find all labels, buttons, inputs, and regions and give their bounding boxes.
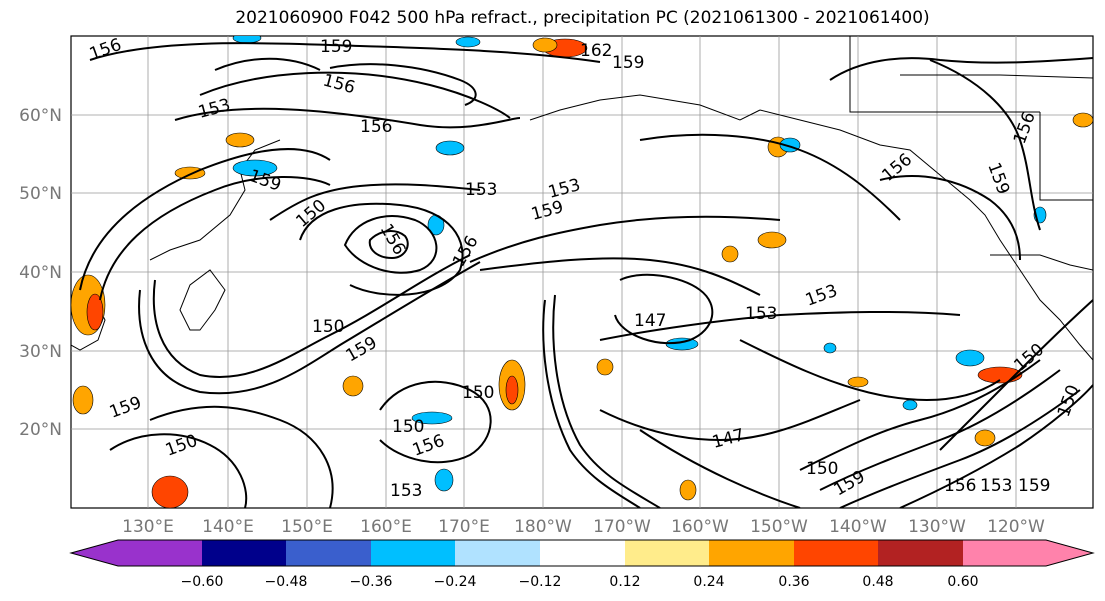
colorbar-segment xyxy=(794,540,878,566)
colorbar-tick: 0.12 xyxy=(609,574,640,590)
contour-label: 150 xyxy=(312,317,344,337)
colorbar-segment xyxy=(709,540,794,566)
longitude-labels: 130°E 140°E 150°E 160°E 170°E 180°W 170°… xyxy=(122,517,1045,537)
contour-label: 162 xyxy=(580,41,612,61)
lon-label: 140°W xyxy=(829,517,887,537)
lon-label: 180°W xyxy=(514,517,572,537)
contour-label: 147 xyxy=(634,311,666,331)
colorbar-segment xyxy=(625,540,709,566)
colorbar-segments xyxy=(71,540,1093,566)
gridlines xyxy=(71,36,1093,508)
colorbar-segment xyxy=(286,540,371,566)
colorbar-segment xyxy=(118,540,202,566)
lon-label: 160°E xyxy=(360,517,412,537)
colorbar-outline xyxy=(69,539,1095,567)
colorbar-ticks: −0.60 −0.48 −0.36 −0.24 −0.12 0.12 0.24 … xyxy=(181,574,979,590)
lon-label: 160°W xyxy=(671,517,729,537)
colorbar-segment xyxy=(455,540,540,566)
colorbar-extend-high xyxy=(1046,540,1093,566)
lon-label: 170°E xyxy=(438,517,490,537)
lon-label: 120°W xyxy=(987,517,1045,537)
lat-label: 60°N xyxy=(19,106,62,126)
contour-label: 159 xyxy=(1018,476,1050,496)
colorbar-extend-low xyxy=(71,540,118,566)
lat-label: 20°N xyxy=(19,420,62,440)
contour-label: 159 xyxy=(320,37,352,57)
colorbar-tick: −0.36 xyxy=(350,574,393,590)
contour-label: 153 xyxy=(465,180,497,200)
lon-label: 140°E xyxy=(202,517,254,537)
contour-label: 159 xyxy=(612,53,644,73)
colorbar-tick: −0.24 xyxy=(434,574,477,590)
lat-label: 30°N xyxy=(19,342,62,362)
colorbar-segment xyxy=(878,540,963,566)
colorbar-tick: 0.36 xyxy=(778,574,809,590)
lon-label: 150°W xyxy=(750,517,808,537)
contour-label: 153 xyxy=(980,476,1012,496)
colorbar-tick: 0.60 xyxy=(947,574,978,590)
colorbar-tick: 0.24 xyxy=(693,574,724,590)
colorbar-tick: −0.48 xyxy=(265,574,308,590)
lat-label: 50°N xyxy=(19,184,62,204)
latitude-labels: 60°N 50°N 40°N 30°N 20°N xyxy=(19,106,62,440)
contour-label: 150 xyxy=(806,459,838,479)
contour-label: 156 xyxy=(944,476,976,496)
contour-label: 153 xyxy=(745,304,777,324)
lon-label: 130°E xyxy=(122,517,174,537)
contour-label: 150 xyxy=(392,417,424,437)
colorbar-tick: −0.12 xyxy=(519,574,562,590)
colorbar-segment xyxy=(540,540,625,566)
colorbar-segment xyxy=(202,540,286,566)
map-title: 2021060900 F042 500 hPa refract., precip… xyxy=(235,8,930,28)
colorbar-tick: 0.48 xyxy=(862,574,893,590)
contour-label: 150 xyxy=(462,383,494,403)
lat-label: 40°N xyxy=(19,263,62,283)
colorbar-tick: −0.60 xyxy=(181,574,224,590)
contour-label: 153 xyxy=(390,481,422,501)
contour-label: 156 xyxy=(360,117,392,137)
lon-label: 150°E xyxy=(281,517,333,537)
lon-label: 170°W xyxy=(593,517,651,537)
lon-label: 130°W xyxy=(908,517,966,537)
colorbar-segment xyxy=(963,540,1046,566)
colorbar-segment xyxy=(371,540,455,566)
colorbar: −0.60 −0.48 −0.36 −0.24 −0.12 0.12 0.24 … xyxy=(69,539,1095,590)
contour-lines xyxy=(79,42,1093,508)
